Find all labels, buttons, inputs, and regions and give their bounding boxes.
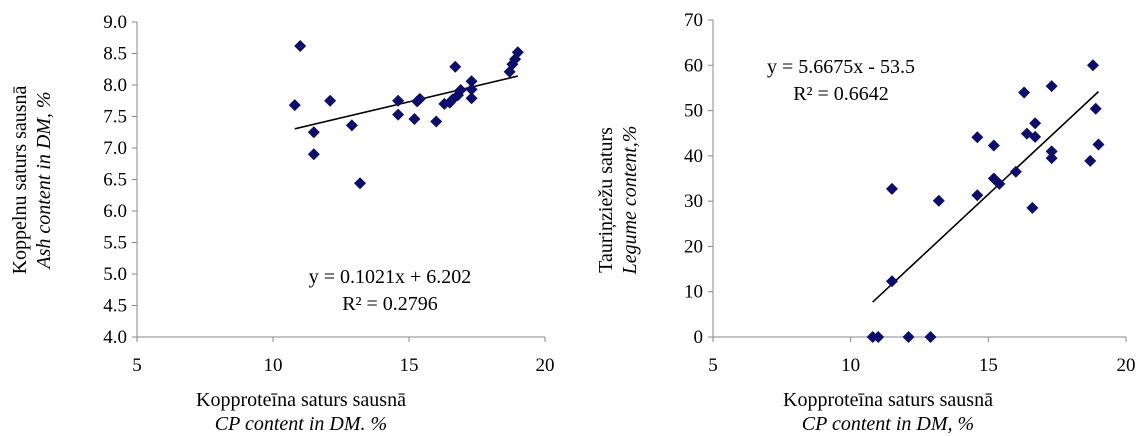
y-tick-label: 8.0 xyxy=(103,75,127,96)
x-axis-label: Kopproteīna saturs sausnā xyxy=(196,389,406,411)
y-tick-label: 7.5 xyxy=(103,107,127,128)
data-point xyxy=(324,94,337,107)
trendline xyxy=(294,75,518,130)
trendline xyxy=(872,91,1100,303)
data-point xyxy=(1029,117,1042,130)
data-point xyxy=(454,84,467,97)
data-point xyxy=(430,115,443,128)
data-point xyxy=(1092,138,1105,151)
data-point xyxy=(465,83,478,96)
x-tick-label: 15 xyxy=(979,355,998,376)
y-tick-label: 6.5 xyxy=(103,170,127,191)
data-point xyxy=(449,60,462,73)
data-point xyxy=(465,92,478,105)
data-point xyxy=(413,92,426,105)
data-point xyxy=(1029,130,1042,143)
x-tick-label: 10 xyxy=(841,355,860,376)
r-squared: R² = 0.2796 xyxy=(342,293,438,315)
data-point xyxy=(971,189,984,202)
data-point xyxy=(1018,86,1031,99)
y-axis-label-en: Legume content,% xyxy=(619,126,641,276)
y-tick-label: 5.0 xyxy=(103,264,127,285)
y-tick-label: 9.0 xyxy=(103,12,127,33)
data-point xyxy=(872,331,885,343)
data-point xyxy=(294,39,307,52)
data-point xyxy=(1045,145,1058,158)
trend-equation: y = 0.1021x + 6.202 xyxy=(309,266,472,288)
data-point xyxy=(1026,201,1039,214)
chart-legume-content: 0 10 20 30 40 50 60 70 5 10 15 20 y = 5.6675x - 53… xyxy=(595,10,1136,435)
data-point xyxy=(345,119,358,132)
y-tick-label: 70 xyxy=(684,10,703,31)
x-axis-label: Kopproteīna saturs sausnā xyxy=(783,389,993,411)
y-axis-label: Koppelnu saturs sausnā xyxy=(9,85,31,274)
data-point xyxy=(392,94,405,107)
y-tick-label: 30 xyxy=(684,191,703,212)
data-point xyxy=(392,108,405,121)
data-point xyxy=(1045,152,1058,165)
x-tick-label: 5 xyxy=(708,355,718,376)
y-tick-label: 40 xyxy=(684,146,703,167)
data-point xyxy=(924,331,937,343)
data-point xyxy=(885,182,898,195)
y-tick-label: 10 xyxy=(684,282,703,303)
y-axis-label-en: Ash content in DM, % xyxy=(33,91,55,270)
data-point xyxy=(885,275,898,288)
data-point xyxy=(307,148,320,161)
data-point xyxy=(902,331,915,343)
y-tick-label: 4.0 xyxy=(103,327,127,348)
y-tick-label: 4.5 xyxy=(103,296,127,317)
trend-equation: y = 5.6675x - 53.5 xyxy=(767,56,915,78)
data-point xyxy=(511,46,524,59)
y-tick-label: 6.0 xyxy=(103,201,127,222)
y-tick-label: 60 xyxy=(684,55,703,76)
x-tick-label: 20 xyxy=(1117,355,1136,376)
data-point xyxy=(932,194,945,207)
x-tick-label: 15 xyxy=(400,355,419,376)
x-tick-label: 5 xyxy=(132,355,142,376)
r-squared: R² = 0.6642 xyxy=(793,83,889,105)
data-point xyxy=(1084,154,1097,167)
x-tick-label: 20 xyxy=(536,355,555,376)
y-tick-label: 0 xyxy=(694,327,704,348)
y-tick-label: 5.5 xyxy=(103,233,127,254)
y-tick-label: 8.5 xyxy=(103,44,127,65)
chart-ash-content: 4.0 4.5 5.0 5.5 6.0 6.5 7.0 7.5 8.0 8.5 9.0 5 10 15 2… xyxy=(9,12,555,435)
data-point xyxy=(971,131,984,144)
x-axis-label-en: CP content in DM. % xyxy=(215,413,387,435)
y-axis-label: Tauriņziežu saturs xyxy=(595,127,617,273)
x-tick-label: 10 xyxy=(264,355,283,376)
data-point xyxy=(408,113,421,126)
x-axis-label-en: CP content in DM, % xyxy=(802,413,974,435)
y-tick-label: 50 xyxy=(684,101,703,122)
data-point xyxy=(288,99,301,112)
data-point xyxy=(1045,80,1058,93)
data-point xyxy=(1009,165,1022,178)
data-point xyxy=(354,177,367,190)
data-point xyxy=(465,75,478,88)
data-point xyxy=(987,139,1000,152)
y-tick-label: 20 xyxy=(684,236,703,257)
data-point xyxy=(1086,59,1099,72)
data-point xyxy=(307,126,320,139)
y-tick-label: 7.0 xyxy=(103,138,127,159)
data-point xyxy=(993,177,1006,190)
data-point xyxy=(1089,102,1102,115)
